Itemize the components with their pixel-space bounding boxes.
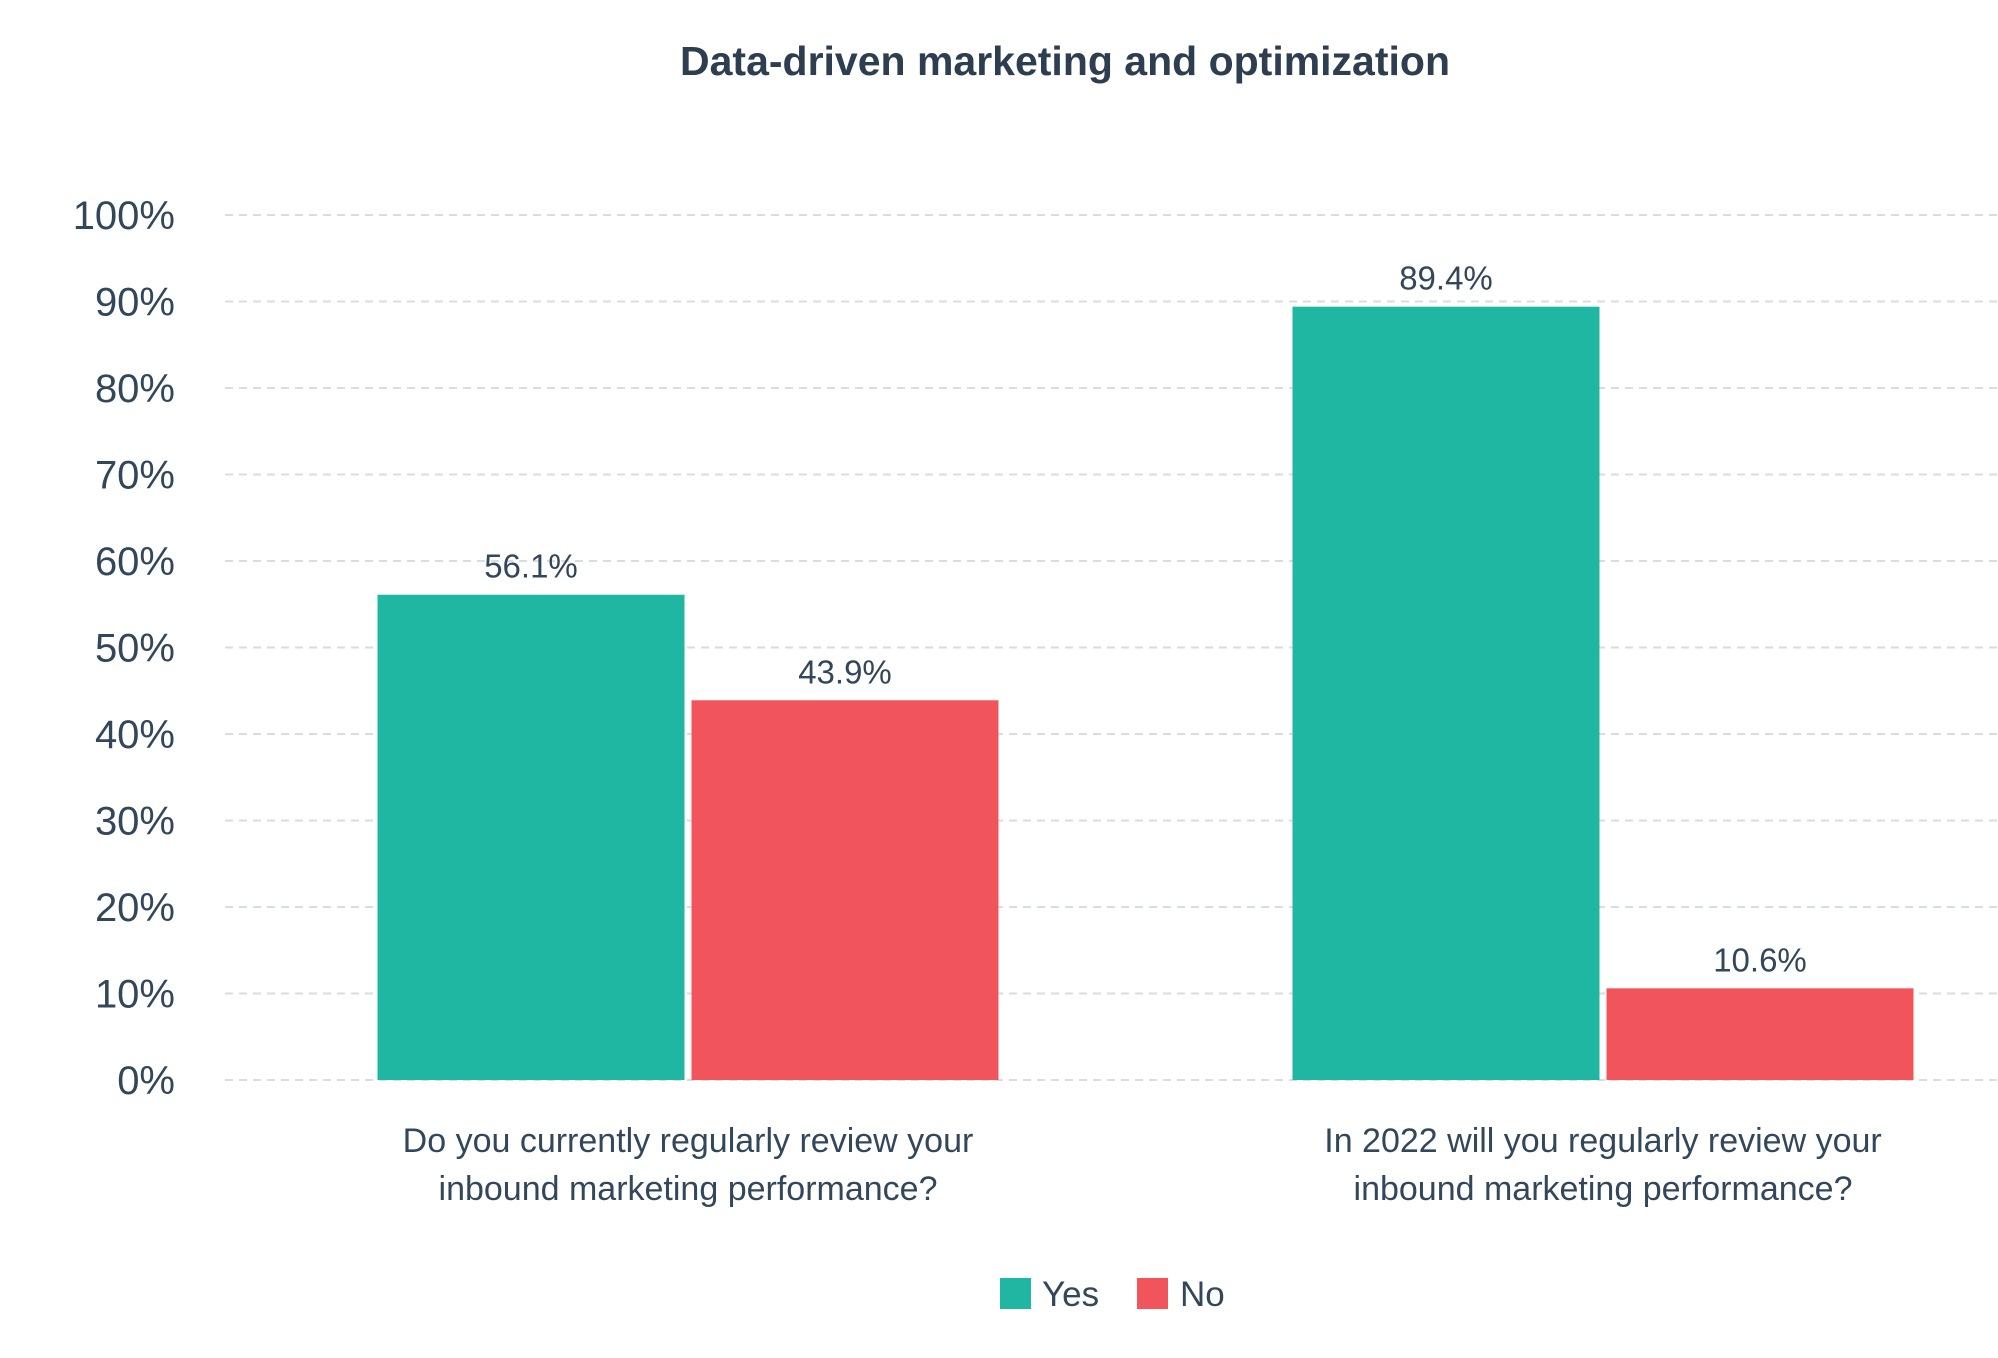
y-tick-label: 90%	[95, 281, 175, 325]
y-tick-label: 40%	[95, 713, 175, 757]
category-label: In 2022 will you regularly review your in…	[1324, 1122, 1881, 1208]
data-label: 43.9%	[798, 653, 892, 690]
y-tick-label: 100%	[73, 194, 175, 238]
data-label: 10.6%	[1713, 941, 1807, 978]
y-tick-label: 0%	[117, 1059, 175, 1103]
category-label: Do you currently regularly review your in…	[403, 1122, 974, 1208]
legend-swatch-no	[1137, 1278, 1168, 1309]
bar-no-1	[691, 700, 999, 1080]
legend: Yes No	[1000, 1275, 1225, 1314]
bar-yes-1	[377, 594, 685, 1080]
bar-no-2	[1606, 988, 1914, 1080]
data-label: 89.4%	[1399, 260, 1493, 297]
y-tick-label: 60%	[95, 540, 175, 584]
y-tick-label: 50%	[95, 627, 175, 671]
bars	[377, 306, 1914, 1080]
y-tick-label: 30%	[95, 800, 175, 844]
data-labels: 56.1% 43.9% 89.4% 10.6%	[484, 260, 1807, 979]
y-axis-ticks: 0% 10% 20% 30% 40% 50% 60% 70% 80% 90% 100%	[73, 194, 175, 1103]
legend-label-yes: Yes	[1042, 1275, 1099, 1314]
y-tick-label: 10%	[95, 973, 175, 1017]
legend-swatch-yes	[1000, 1278, 1031, 1309]
y-tick-label: 80%	[95, 367, 175, 411]
data-label: 56.1%	[484, 548, 578, 585]
x-axis-categories: Do you currently regularly review your in…	[403, 1122, 1882, 1208]
legend-label-no: No	[1180, 1275, 1225, 1314]
y-tick-label: 20%	[95, 886, 175, 930]
chart-title: Data-driven marketing and optimization	[680, 38, 1450, 84]
bar-yes-2	[1292, 306, 1600, 1080]
y-tick-label: 70%	[95, 454, 175, 498]
